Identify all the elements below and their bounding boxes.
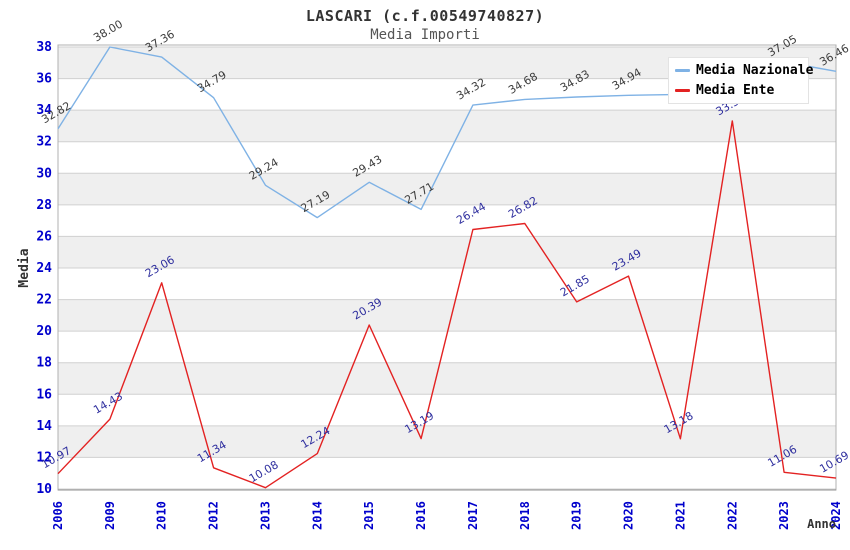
legend-item-media-ente: Media Ente (675, 83, 804, 98)
svg-text:2016: 2016 (414, 501, 428, 530)
y-tick-label: 34 (36, 103, 52, 118)
svg-text:2006: 2006 (51, 501, 65, 530)
legend-swatch (675, 89, 690, 92)
svg-text:2012: 2012 (207, 501, 221, 530)
data-label: 34.32 (454, 76, 488, 103)
svg-text:2023: 2023 (777, 501, 791, 530)
plot-band (58, 173, 836, 205)
x-tick-label: 2019 (570, 501, 584, 530)
data-label: 21.85 (558, 272, 592, 299)
legend-item-media-nazionale: Media Nazionale (675, 63, 813, 78)
svg-text:21.85: 21.85 (558, 272, 592, 299)
plot-band (58, 299, 836, 332)
x-tick-label: 2013 (258, 501, 272, 530)
y-tick-label: 18 (36, 356, 52, 371)
y-axis-title: Media (17, 248, 32, 287)
svg-text:2010: 2010 (155, 501, 169, 530)
chart-header: LASCARI (c.f.00549740827) Media Importi (0, 6, 850, 45)
svg-text:2013: 2013 (258, 501, 272, 530)
x-tick-label: 2020 (622, 501, 636, 530)
x-tick-label: 2009 (103, 501, 117, 530)
y-tick-label: 38 (36, 40, 52, 55)
y-tick-label: 24 (36, 261, 52, 276)
y-tick-label: 36 (36, 72, 52, 87)
y-tick-label: 26 (36, 229, 52, 244)
legend: Media Nazionale Media Ente (668, 57, 813, 104)
x-tick-label: 2012 (207, 501, 221, 530)
x-tick-label: 2023 (777, 501, 791, 530)
svg-text:34.32: 34.32 (454, 76, 488, 103)
x-tick-label: 2017 (466, 501, 480, 530)
svg-text:2022: 2022 (725, 501, 739, 530)
svg-text:2018: 2018 (518, 501, 532, 530)
y-tick-label: 10 (36, 482, 52, 497)
legend-swatch (675, 69, 690, 72)
x-tick-label: 2018 (518, 501, 532, 530)
y-tick-label: 28 (36, 198, 52, 213)
y-tick-label: 20 (36, 324, 52, 339)
chart-title: LASCARI (c.f.00549740827) (305, 7, 545, 25)
x-tick-label: 2021 (673, 501, 687, 530)
plot-band (58, 236, 836, 268)
plot-band (58, 110, 836, 142)
svg-text:2017: 2017 (466, 501, 480, 530)
y-tick-label: 16 (36, 387, 52, 402)
svg-text:2009: 2009 (103, 501, 117, 530)
legend-label: Media Nazionale (696, 63, 814, 78)
svg-text:2014: 2014 (310, 501, 324, 530)
svg-text:2019: 2019 (570, 501, 584, 530)
data-label: 10.97 (39, 444, 73, 471)
plot-band (58, 425, 836, 458)
y-tick-label: 14 (36, 419, 52, 434)
chart-subtitle: Media Importi (370, 27, 480, 44)
series-line-media-ente (57, 120, 837, 489)
x-tick-label: 2016 (414, 501, 428, 530)
plot-band (58, 362, 836, 395)
y-tick-label: 30 (36, 166, 52, 181)
x-tick-label: 2024 (829, 501, 843, 530)
y-tick-label: 22 (36, 293, 52, 308)
y-tick-label: 32 (36, 135, 52, 150)
svg-text:10.97: 10.97 (39, 444, 73, 471)
svg-text:2024: 2024 (829, 501, 843, 530)
y-tick-label: 12 (36, 450, 52, 465)
x-axis-title: Anno (807, 517, 836, 531)
x-tick-label: 2022 (725, 501, 739, 530)
legend-label: Media Ente (696, 83, 775, 98)
svg-text:2015: 2015 (362, 501, 376, 530)
x-tick-label: 2006 (51, 501, 65, 530)
svg-text:2020: 2020 (622, 501, 636, 530)
x-tick-label: 2015 (362, 501, 376, 530)
x-tick-label: 2010 (155, 501, 169, 530)
svg-text:2021: 2021 (673, 501, 687, 530)
x-tick-label: 2014 (310, 501, 324, 530)
